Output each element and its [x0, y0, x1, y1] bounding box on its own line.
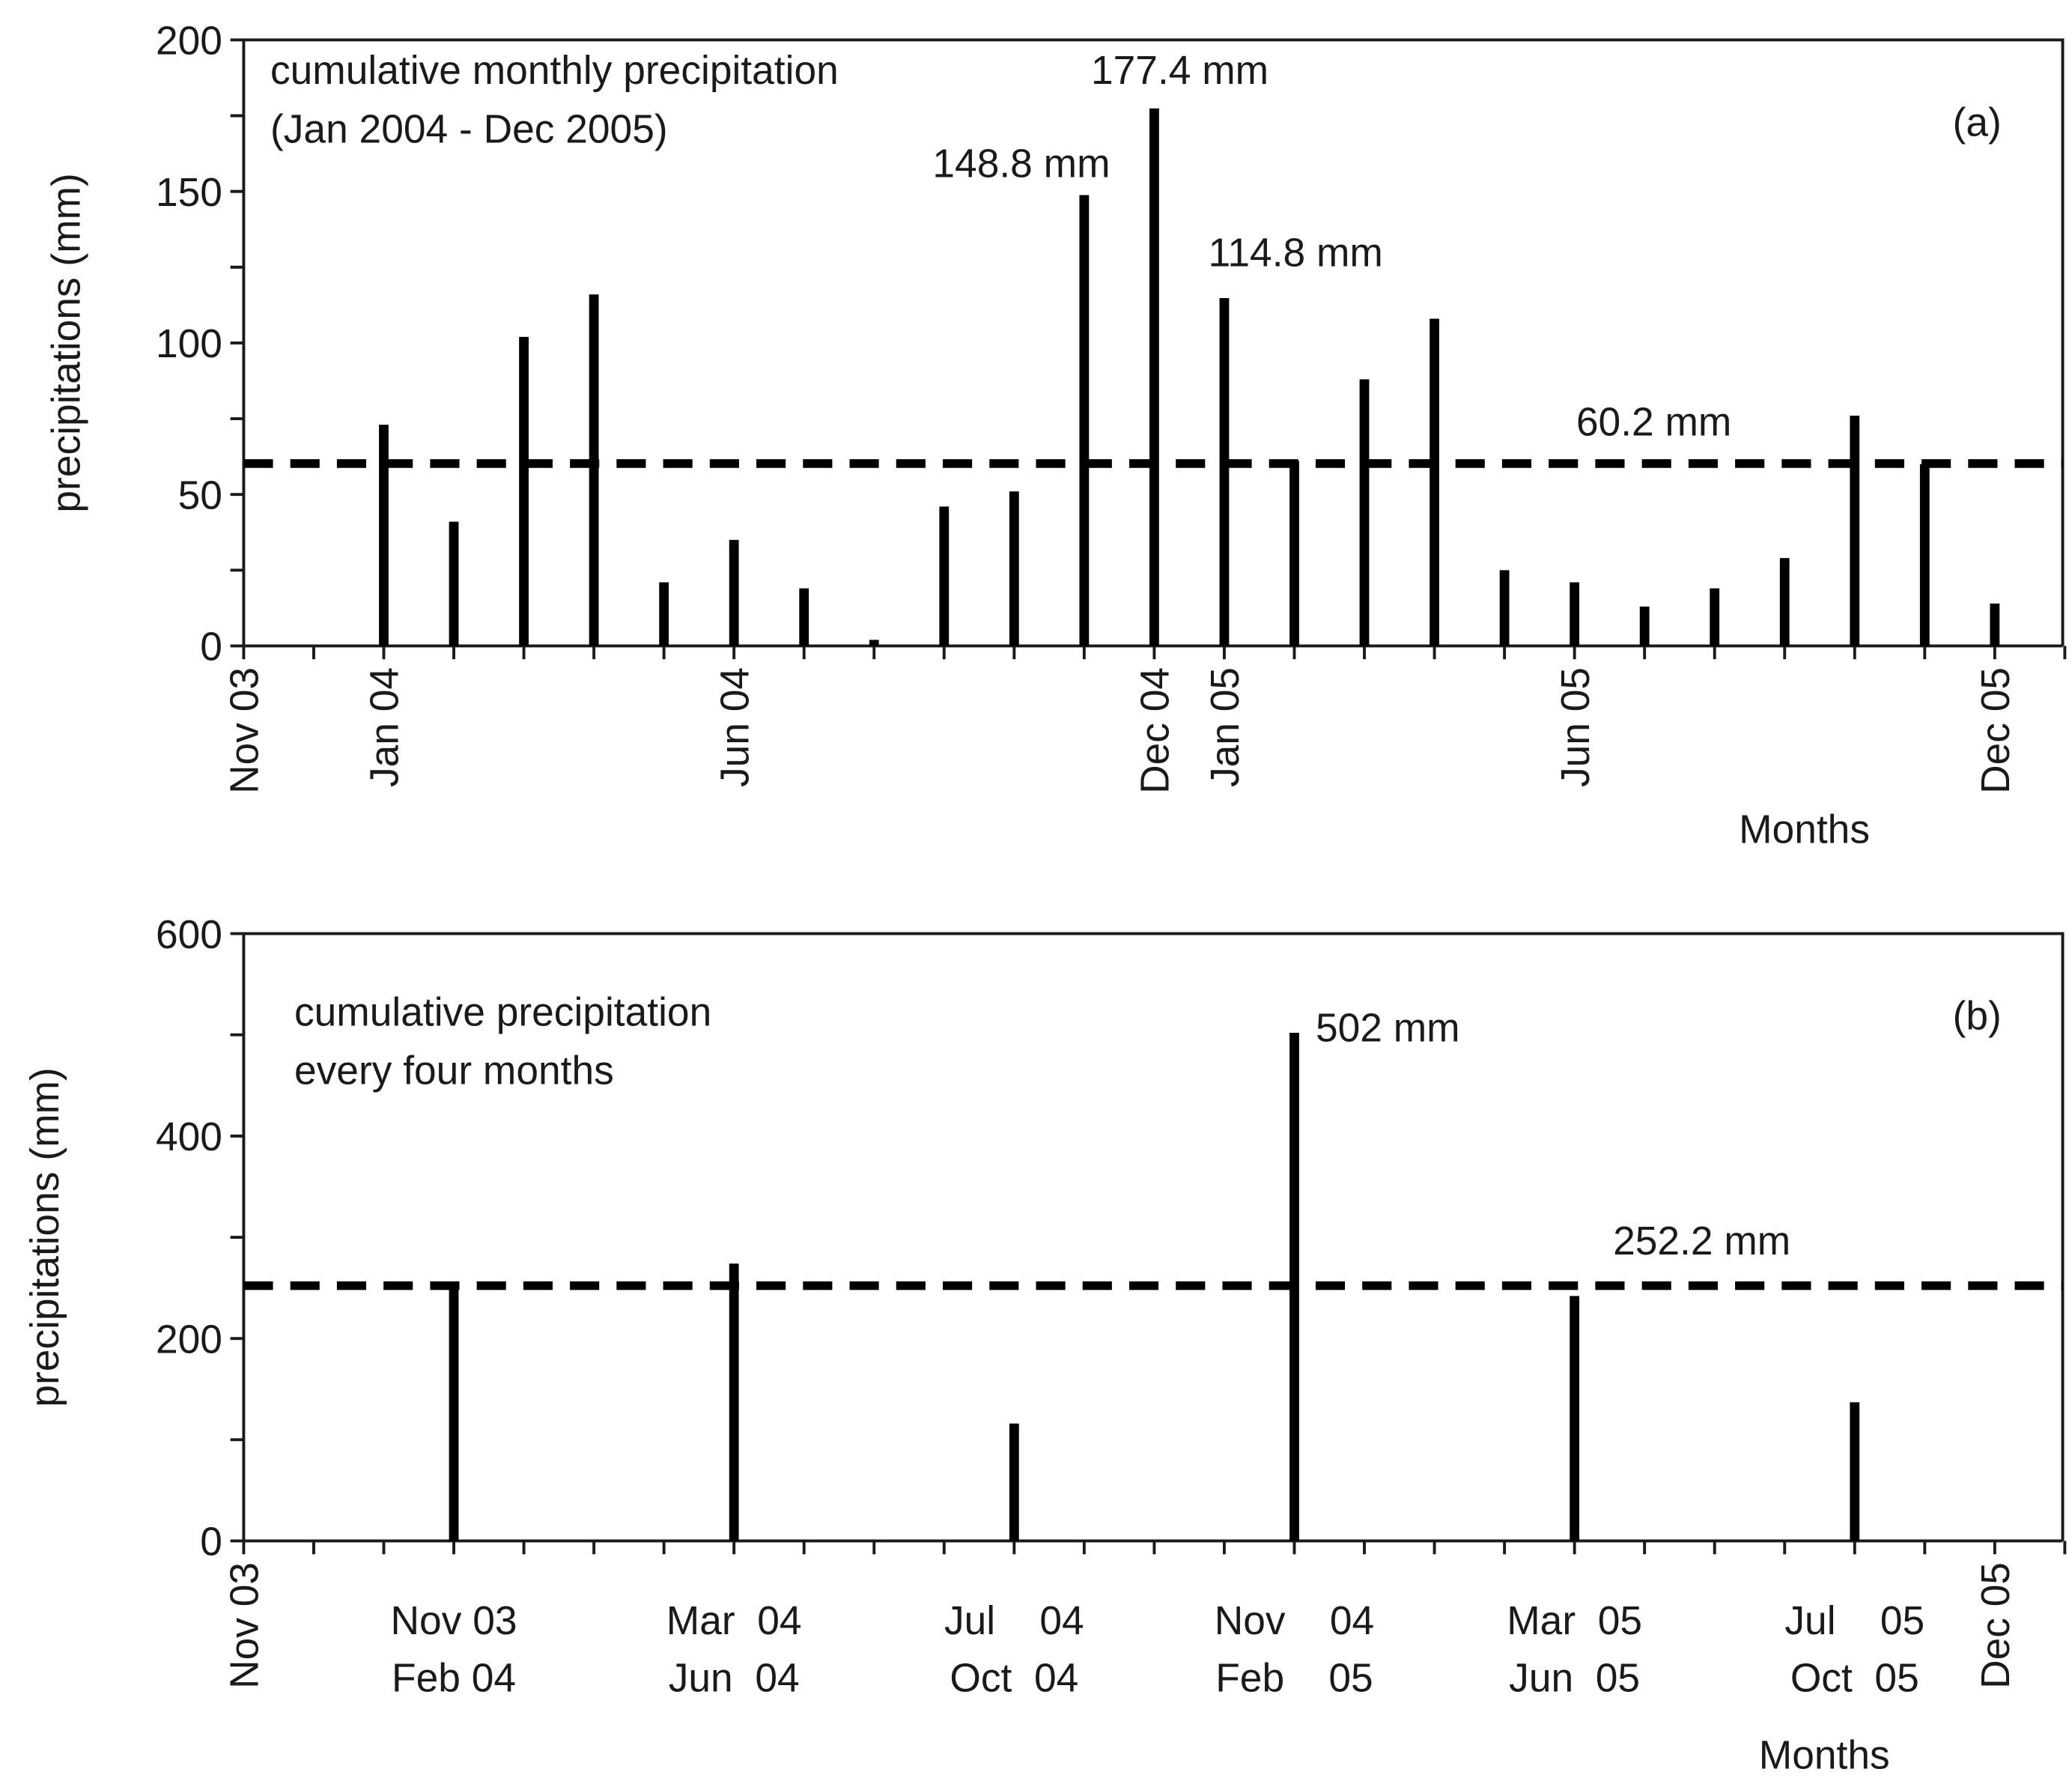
bar [1919, 464, 1930, 646]
bar [519, 336, 529, 646]
x-tick-label: Dec 05 [1974, 1562, 2018, 1689]
bar [1850, 1402, 1860, 1541]
panel-a-chart: 0 50 100 150 200 precipitations (mm) (a) cumula… [45, 19, 2067, 852]
x-tick-label-end: Oct 05 [1790, 1656, 1919, 1700]
bar [1639, 606, 1650, 646]
x-tick-label: Jan 04 [363, 667, 407, 787]
x-axis-label: Months [1739, 808, 1870, 852]
chart-title: cumulative precipitation [294, 990, 711, 1034]
chart-title: cumulative monthly precipitation [270, 49, 839, 93]
bar [729, 539, 739, 646]
bar-value-label: 148.8 mm [932, 142, 1110, 186]
y-tick-label: 0 [200, 1520, 222, 1565]
x-tick-label-end: Feb 04 [392, 1656, 516, 1700]
x-tick-label: Jun 05 [1554, 667, 1598, 787]
panel-label: (a) [1953, 100, 2002, 145]
x-tick-label-start: Jul 04 [944, 1599, 1084, 1643]
bar [1289, 461, 1299, 646]
x-tick-label-start: Nov 04 [1215, 1599, 1374, 1643]
bar [1850, 416, 1860, 646]
bar [659, 582, 669, 646]
x-tick-label-end: Oct 04 [950, 1656, 1078, 1700]
mean-line-label: 252.2 mm [1613, 1219, 1790, 1263]
x-tick-label-start: Mar 04 [666, 1599, 802, 1643]
x-tick-label: Jun 04 [713, 667, 757, 787]
bar-value-label: 502 mm [1316, 1007, 1460, 1051]
bar [1149, 108, 1159, 646]
bar [729, 1263, 739, 1541]
x-tick-label: Dec 05 [1974, 667, 2018, 794]
y-tick-label: 400 [156, 1115, 222, 1159]
bar [799, 588, 809, 646]
bar [869, 640, 879, 646]
bar [449, 521, 459, 646]
x-tick-label-end: Feb 05 [1215, 1656, 1373, 1700]
bar [1779, 558, 1790, 646]
x-tick-label-start: Jul 05 [1784, 1599, 1924, 1643]
bar [1570, 582, 1580, 646]
bar [1009, 491, 1019, 646]
bar [589, 294, 599, 646]
x-tick-label-start: Mar 05 [1507, 1599, 1642, 1643]
panel-b-chart: 0 200 400 600 precipitations (mm) (b) cumulati… [23, 913, 2067, 1778]
bar [1499, 570, 1510, 646]
x-tick-label-end: Jun 04 [669, 1656, 800, 1700]
bar [1359, 379, 1370, 646]
x-tick-label: Nov 03 [223, 1562, 267, 1689]
y-tick-label: 0 [200, 625, 222, 670]
mean-line-label: 60.2 mm [1576, 400, 1731, 444]
bar [1430, 318, 1439, 646]
chart-subtitle: every four months [294, 1049, 614, 1093]
x-tick-label-start: Nov 03 [391, 1599, 517, 1643]
bar [1710, 588, 1720, 646]
chart-subtitle: (Jan 2004 - Dec 2005) [270, 107, 668, 151]
bar [379, 425, 389, 646]
bar [939, 506, 950, 646]
x-tick-label: Dec 04 [1134, 667, 1178, 794]
bar [1289, 1033, 1299, 1541]
x-tick-label-end: Jun 05 [1509, 1656, 1640, 1700]
y-axis-label: precipitations (mm) [45, 173, 89, 512]
bar [1990, 603, 2000, 646]
y-tick-label: 150 [156, 171, 222, 215]
bar [1219, 298, 1230, 646]
y-axis-label: precipitations (mm) [23, 1067, 67, 1407]
x-tick-label: Nov 03 [223, 667, 267, 794]
bar [1009, 1423, 1019, 1541]
y-tick-label: 200 [156, 1317, 222, 1362]
x-axis-label: Months [1759, 1734, 1890, 1778]
bar-value-label: 114.8 mm [1209, 231, 1383, 276]
y-tick-label: 100 [156, 322, 222, 366]
y-tick-label: 600 [156, 913, 222, 957]
bar-value-label: 177.4 mm [1091, 49, 1269, 93]
bar [1570, 1296, 1580, 1541]
y-tick-label: 200 [156, 19, 222, 64]
bar [1079, 195, 1090, 646]
panel-label: (b) [1953, 995, 2002, 1039]
x-tick-label: Jan 05 [1203, 667, 1248, 787]
bar [449, 1284, 459, 1541]
y-tick-label: 50 [178, 473, 222, 518]
